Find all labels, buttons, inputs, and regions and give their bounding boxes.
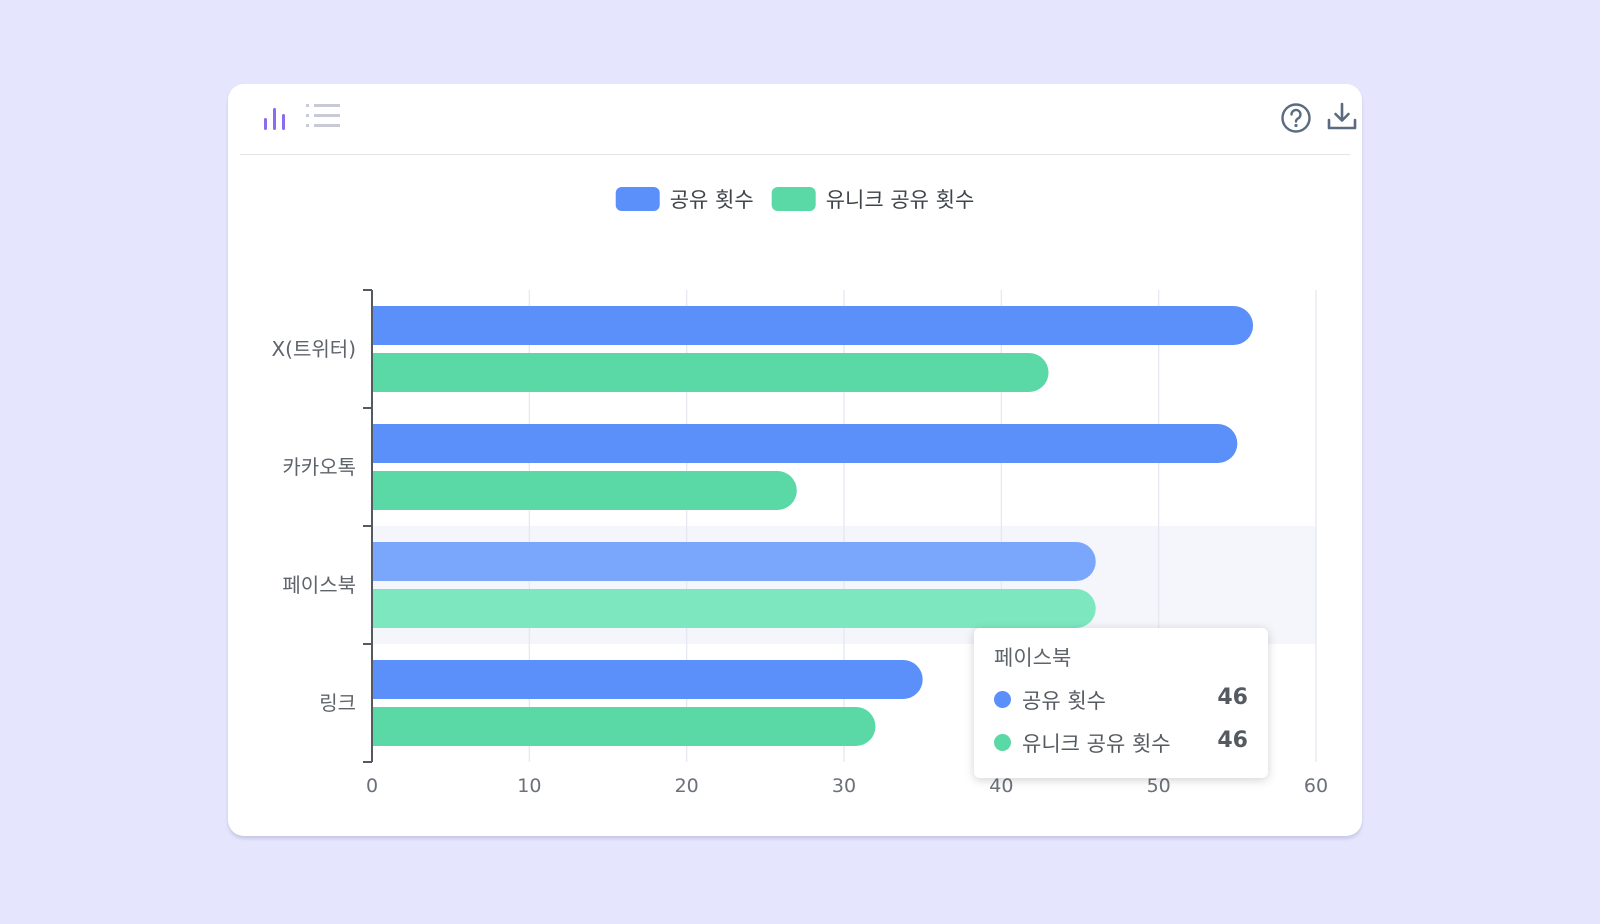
y-category-label: 카카오톡 xyxy=(282,455,356,479)
list-icon[interactable] xyxy=(306,102,342,130)
download-icon[interactable] xyxy=(1326,101,1358,133)
legend-swatch-share-count xyxy=(615,187,660,211)
tooltip-row-share-count: 공유 횟수 46 xyxy=(994,684,1248,714)
bar-X-트위터-unique-share-count xyxy=(372,353,1049,392)
tooltip-title: 페이스북 xyxy=(994,646,1072,670)
y-category-label: 링크 xyxy=(319,691,356,715)
y-category-label: 페이스북 xyxy=(282,573,356,597)
legend-swatch-unique-share-count xyxy=(771,187,816,211)
x-tick-label: 60 xyxy=(1304,775,1328,797)
tooltip-label: 공유 횟수 xyxy=(1022,689,1106,713)
tooltip-label: 유니크 공유 횟수 xyxy=(1022,732,1171,756)
bar-링크-unique-share-count xyxy=(372,707,876,746)
tooltip-dot-unique-share-count xyxy=(994,734,1011,751)
help-icon[interactable] xyxy=(1280,102,1312,134)
bar-카카오톡-unique-share-count xyxy=(372,471,797,510)
bar-카카오톡-share-count xyxy=(372,424,1238,463)
legend-label: 공유 횟수 xyxy=(670,188,754,212)
bar-페이스북-unique-share-count xyxy=(372,589,1096,628)
bar-링크-share-count xyxy=(372,660,923,699)
x-tick-label: 10 xyxy=(517,775,541,797)
bar-페이스북-share-count xyxy=(372,542,1096,581)
x-tick-label: 30 xyxy=(832,775,856,797)
x-tick-label: 0 xyxy=(366,775,378,797)
chart-card: 0 10 20 30 40 50 60 X(트위터) 카카오톡 페이스북 링크 공유 횟수 유니크 공유… xyxy=(228,84,1362,836)
tooltip-row-unique-share-count: 유니크 공유 횟수 46 xyxy=(994,727,1248,757)
y-category-label: X(트위터) xyxy=(271,337,356,361)
tooltip-dot-share-count xyxy=(994,691,1011,708)
chart-toolbar xyxy=(240,84,1357,155)
chart-tooltip: 페이스북 공유 횟수 46 유니크 공유 횟수 46 xyxy=(974,628,1268,778)
legend-label: 유니크 공유 횟수 xyxy=(826,188,975,212)
bar-chart-icon[interactable] xyxy=(262,104,288,132)
x-tick-label: 20 xyxy=(675,775,699,797)
tooltip-value: 46 xyxy=(1217,685,1248,710)
x-tick-label: 40 xyxy=(989,775,1013,797)
tooltip-value: 46 xyxy=(1217,728,1248,753)
bar-X-트위터-share-count xyxy=(372,306,1254,345)
x-tick-label: 50 xyxy=(1147,775,1171,797)
